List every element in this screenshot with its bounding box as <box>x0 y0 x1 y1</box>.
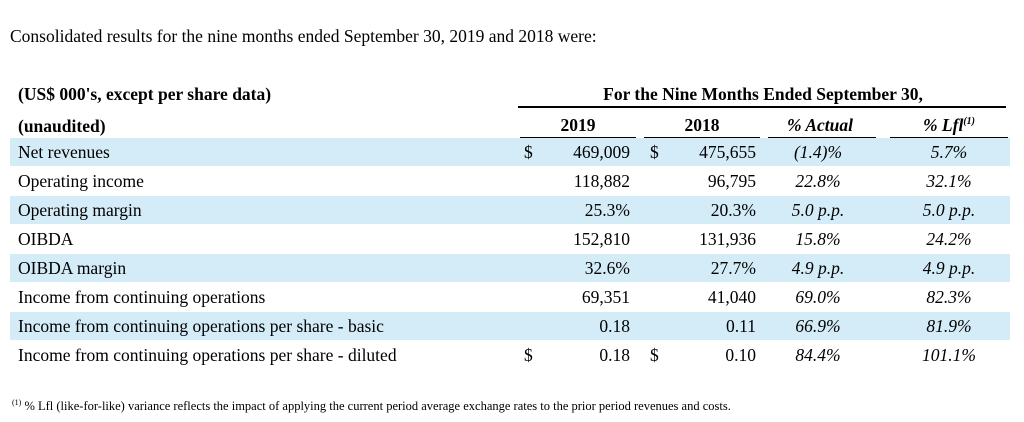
value-2019: 469,009 <box>573 142 630 162</box>
units-header: (US$ 000's, except per share data) <box>18 84 272 104</box>
currency-2018: $ <box>650 142 659 162</box>
table-row-eps-diluted: Income from continuing operations per sh… <box>10 341 1010 369</box>
value-2018: 475,655 <box>699 142 756 162</box>
value-2018: 131,936 <box>699 229 756 249</box>
intro-text: Consolidated results for the nine months… <box>10 26 597 46</box>
lfl-variance: 81.9% <box>926 316 972 336</box>
row-label: Income from continuing operations <box>18 287 266 307</box>
col-lfl-label: % Lfl <box>922 115 964 135</box>
table-row-net-revenues: Net revenues $ 469,009 $ 475,655 (1.4)% … <box>10 138 1010 166</box>
lfl-variance: 5.7% <box>930 142 968 162</box>
value-2019: 152,810 <box>573 229 630 249</box>
value-2018: 0.11 <box>726 316 756 336</box>
row-label: OIBDA margin <box>18 258 127 278</box>
value-2019: 0.18 <box>599 345 630 365</box>
row-label: Income from continuing operations per sh… <box>18 345 397 365</box>
value-2018: 0.10 <box>725 345 756 365</box>
value-2019: 0.18 <box>599 316 630 336</box>
actual-variance: 22.8% <box>795 171 841 191</box>
value-2018: 41,040 <box>707 287 756 307</box>
actual-variance: 66.9% <box>795 316 841 336</box>
value-2018: 96,795 <box>707 171 756 191</box>
col-lfl-header: % Lfl(1) <box>890 115 1008 136</box>
table-row-operating-income: Operating income 118,882 96,795 22.8% 32… <box>10 167 1010 195</box>
col-2019-rule <box>520 137 636 139</box>
col-lfl-footnote-ref: (1) <box>963 116 975 127</box>
table-row-eps-basic: Income from continuing operations per sh… <box>10 312 1010 340</box>
value-2018: 27.7% <box>710 258 756 278</box>
col-2019-header: 2019 <box>560 115 596 135</box>
col-2018-rule <box>644 137 760 139</box>
lfl-variance: 101.1% <box>922 345 976 365</box>
col-actual-header: % Actual <box>787 115 853 135</box>
actual-variance: (1.4)% <box>793 142 843 162</box>
lfl-variance: 32.1% <box>926 171 972 191</box>
value-2019: 69,351 <box>581 287 630 307</box>
actual-variance: 84.4% <box>795 345 841 365</box>
value-2018: 20.3% <box>710 200 756 220</box>
row-label: Income from continuing operations per sh… <box>18 316 384 336</box>
actual-variance: 69.0% <box>795 287 841 307</box>
footnote: (1) % Lfl (like-for-like) variance refle… <box>12 398 731 414</box>
col-actual-rule <box>768 137 876 139</box>
col-2018-header: 2018 <box>684 115 720 135</box>
table-row-operating-margin: Operating margin 25.3% 20.3% 5.0 p.p. 5.… <box>10 196 1010 224</box>
actual-variance: 15.8% <box>795 229 841 249</box>
lfl-variance: 5.0 p.p. <box>922 200 976 220</box>
lfl-variance: 4.9 p.p. <box>922 258 976 278</box>
currency-2019: $ <box>524 345 533 365</box>
actual-variance: 5.0 p.p. <box>791 200 845 220</box>
footnote-marker: (1) <box>12 398 22 407</box>
currency-2018: $ <box>650 345 659 365</box>
col-lfl-rule <box>890 137 1008 139</box>
lfl-variance: 82.3% <box>926 287 972 307</box>
lfl-variance: 24.2% <box>926 229 972 249</box>
footnote-text: % Lfl (like-for-like) variance reflects … <box>24 399 731 413</box>
row-label: OIBDA <box>18 229 74 249</box>
table-row-oibda-margin: OIBDA margin 32.6% 27.7% 4.9 p.p. 4.9 p.… <box>10 254 1010 282</box>
value-2019: 32.6% <box>584 258 630 278</box>
actual-variance: 4.9 p.p. <box>791 258 845 278</box>
row-label: Operating margin <box>18 200 142 220</box>
value-2019: 25.3% <box>584 200 630 220</box>
value-2019: 118,882 <box>573 171 630 191</box>
row-label: Net revenues <box>18 142 110 162</box>
currency-2019: $ <box>524 142 533 162</box>
table-row-income-continuing-ops: Income from continuing operations 69,351… <box>10 283 1010 311</box>
table-row-oibda: OIBDA 152,810 131,936 15.8% 24.2% <box>10 225 1010 253</box>
period-rule <box>518 106 1006 108</box>
unaudited-header: (unaudited) <box>18 116 106 136</box>
period-title: For the Nine Months Ended September 30, <box>603 84 923 104</box>
row-label: Operating income <box>18 171 144 191</box>
